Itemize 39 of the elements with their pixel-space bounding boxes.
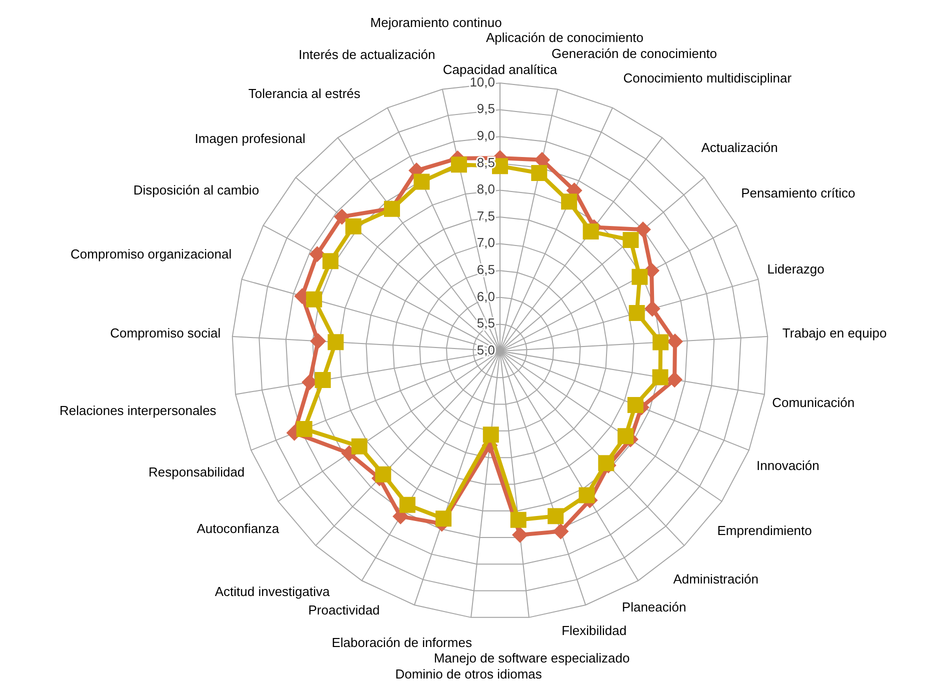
spoke-label: Manejo de software especializado <box>434 650 630 666</box>
spoke-label: Flexibilidad <box>562 622 627 638</box>
spoke-label: Innovación <box>756 458 820 474</box>
spoke-label: Tolerancia al estrés <box>248 86 361 102</box>
spoke-label: Mejoramiento continuo <box>370 14 502 30</box>
spoke-label: Interés de actualización <box>298 46 436 62</box>
spoke-label: Imagen profesional <box>194 131 306 146</box>
spoke-label: Trabajo en equipo <box>782 325 887 340</box>
y-tick-label: 6,0 <box>476 288 495 304</box>
spoke-label: Responsabilidad <box>148 464 245 480</box>
spoke-label: Disposición al cambio <box>133 182 260 198</box>
spoke-label: Actualización <box>701 140 778 156</box>
y-tick-label: 9,5 <box>476 101 495 116</box>
spoke-label: Aplicación de conocimiento <box>486 30 644 46</box>
y-tick-label: 10,0 <box>470 74 495 90</box>
spoke-label: Conocimiento multidisciplinar <box>623 70 792 86</box>
spoke-label: Relaciones interpersonales <box>59 402 217 418</box>
y-tick-label: 7,5 <box>476 208 495 224</box>
spoke-label: Compromiso social <box>110 325 221 340</box>
spoke-label: Autoconfianza <box>196 521 280 536</box>
spoke-label: Comunicación <box>772 394 855 410</box>
y-tick-label: 5,0 <box>476 342 495 358</box>
spoke-label: Liderazgo <box>767 261 824 276</box>
spoke-label: Administración <box>673 571 758 586</box>
spoke-label: Actitud investigativa <box>214 584 331 599</box>
y-tick-label: 8,0 <box>476 182 495 197</box>
spoke-label: Capacidad analítica <box>442 62 558 77</box>
spoke-label: Elaboración de informes <box>332 634 472 650</box>
spoke-label: Emprendimiento <box>717 522 812 538</box>
spoke-label: Generación de conocimiento <box>552 46 718 62</box>
spoke-label: Pensamiento crítico <box>741 185 856 200</box>
y-tick-label: 7,0 <box>476 235 495 250</box>
y-tick-label: 6,5 <box>476 262 495 278</box>
spoke-label: Compromiso organizacional <box>70 246 232 262</box>
y-tick-label: 9,0 <box>476 128 495 144</box>
spoke-label: Planeación <box>622 600 686 615</box>
spoke-label: Dominio de otros idiomas <box>395 666 542 682</box>
y-tick-label: 5,5 <box>476 316 495 331</box>
spoke-label: Proactividad <box>308 602 380 618</box>
